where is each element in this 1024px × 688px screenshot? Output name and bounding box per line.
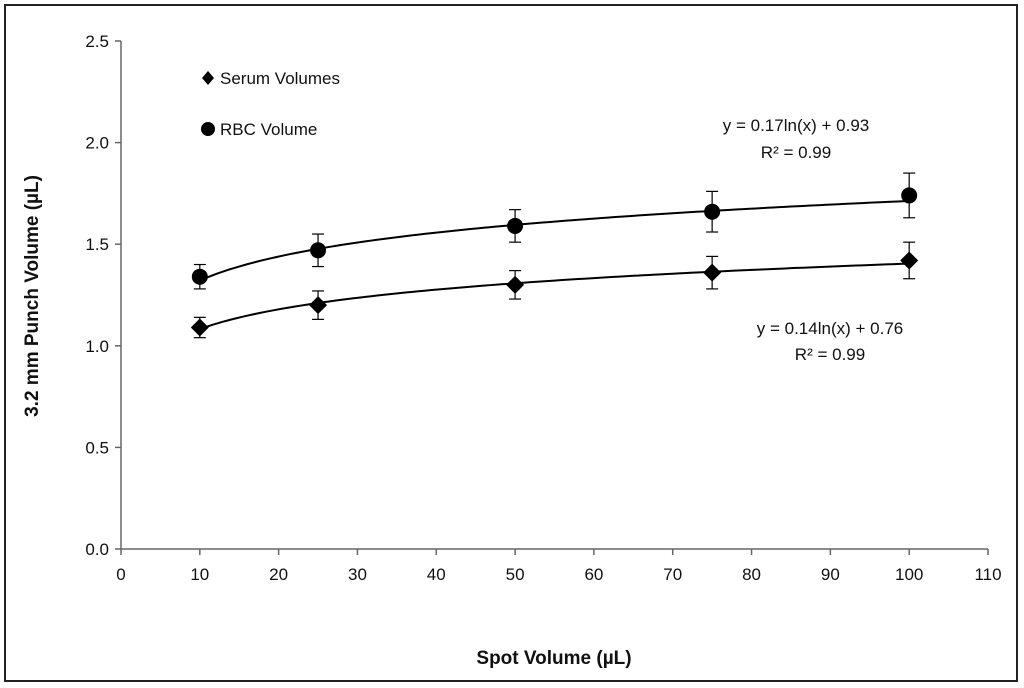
y-tick-label: 2.5 <box>85 32 109 51</box>
y-tick-label: 1.0 <box>85 337 109 356</box>
serum-data-point <box>703 263 722 282</box>
rbc-data-point <box>191 268 208 285</box>
y-axis-title: 3.2 mm Punch Volume (µL) <box>22 175 43 417</box>
serum-data-point <box>190 318 209 337</box>
y-tick-label: 0.0 <box>85 540 109 559</box>
x-tick-label: 100 <box>895 565 923 584</box>
x-tick-label: 20 <box>269 565 288 584</box>
legend-diamond-marker <box>202 71 214 85</box>
y-tick-label: 1.5 <box>85 235 109 254</box>
trendlines <box>199 199 910 331</box>
y-tick-label: 0.5 <box>85 438 109 457</box>
legend-label-serum: Serum Volumes <box>220 69 340 88</box>
serum-data-point <box>900 251 919 270</box>
x-tick-label: 30 <box>348 565 367 584</box>
legend: Serum Volumes RBC Volume <box>201 69 340 139</box>
serum-data-point <box>309 296 328 315</box>
serum-r-squared: R² = 0.99 <box>795 345 865 364</box>
y-tick-label: 2.0 <box>85 134 109 153</box>
rbc-r-squared: R² = 0.99 <box>761 143 831 162</box>
x-tick-label: 10 <box>190 565 209 584</box>
rbc-data-point <box>704 203 721 220</box>
rbc-data-point <box>507 217 524 234</box>
legend-circle-marker <box>201 122 215 136</box>
axes: 0 10 20 30 40 50 60 70 80 90 100 110 0.0 0.5 1.0 1.5 2.0… <box>85 32 1001 584</box>
rbc-data-point <box>310 242 327 259</box>
chart-frame <box>4 4 1018 682</box>
x-tick-label: 50 <box>506 565 525 584</box>
serum-data-point <box>506 275 525 294</box>
x-tick-label: 0 <box>116 565 125 584</box>
data-points <box>190 187 919 337</box>
rbc-data-point <box>901 187 918 204</box>
serum-equation: y = 0.14ln(x) + 0.76 <box>757 319 903 338</box>
rbc-equation: y = 0.17ln(x) + 0.93 <box>723 116 869 135</box>
error-bars <box>193 172 916 339</box>
x-tick-label: 60 <box>584 565 603 584</box>
legend-label-rbc: RBC Volume <box>220 120 317 139</box>
x-tick-label: 80 <box>742 565 761 584</box>
x-tick-label: 70 <box>663 565 682 584</box>
x-tick-label: 110 <box>974 565 1001 584</box>
x-tick-label: 40 <box>427 565 446 584</box>
x-axis-title: Spot Volume (µL) <box>476 648 631 669</box>
x-tick-label: 90 <box>821 565 840 584</box>
